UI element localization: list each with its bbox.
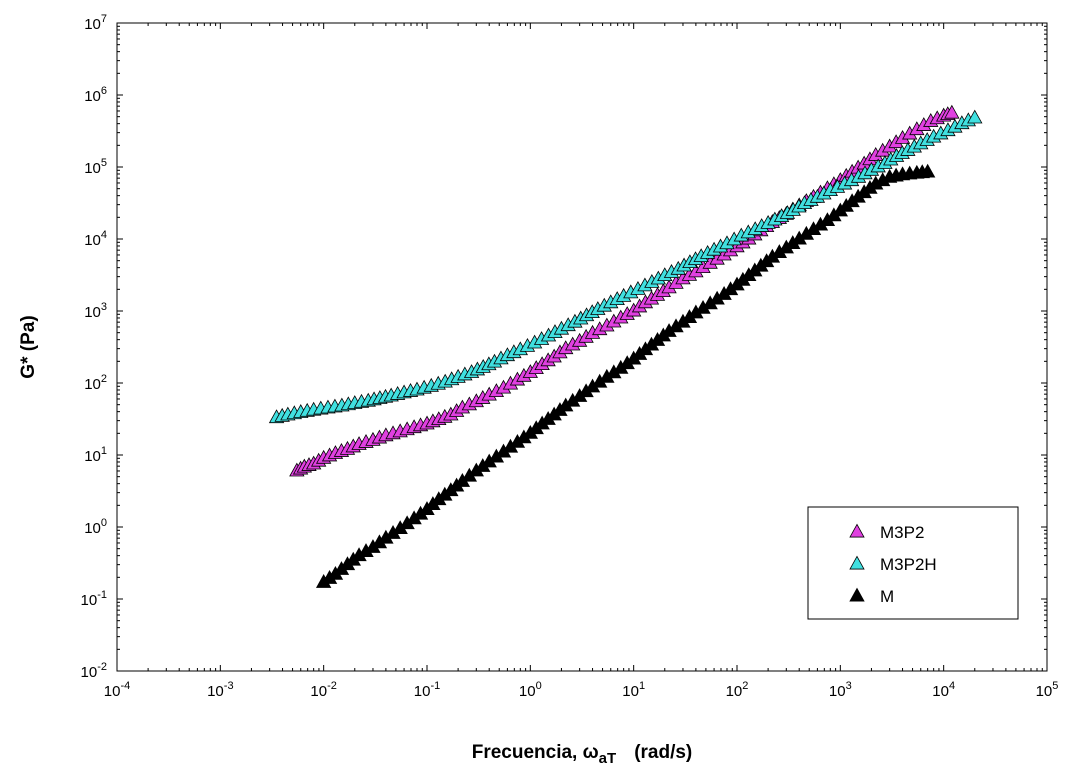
x-tick-label: 10-1 [414,680,440,700]
x-axis-subscript: aT [599,750,617,767]
x-tick-label: 100 [519,680,542,700]
data-points [268,104,983,588]
y-axis-title: G* (Pa) [18,315,39,378]
axis-ticks [116,22,1048,672]
x-tick-label: 102 [726,680,749,700]
x-tick-label: 101 [622,680,645,700]
data-point [944,104,960,119]
x-tick-label: 104 [932,680,955,700]
data-point [967,109,983,124]
legend-label-m3p2h: M3P2H [880,555,937,574]
x-axis-title: Frecuencia, ωaT (rad/s) [472,742,693,767]
legend-marker-m3p2 [849,523,865,538]
y-tick-label: 101 [84,445,107,465]
y-tick-label: 100 [84,517,107,537]
legend-label-m3p2: M3P2 [880,523,924,542]
data-point [919,163,936,178]
series-m3p2h [268,109,983,424]
x-tick-label: 10-4 [104,680,130,700]
y-tick-label: 107 [84,13,107,33]
series-m [315,163,936,588]
y-tick-labels: 10-2 10-1 100 101 102 103 104 105 106 107 [81,13,107,681]
legend-box [807,506,1019,620]
y-tick-label: 103 [84,301,107,321]
plot-frame [116,22,1048,672]
y-tick-label: 106 [84,85,107,105]
x-tick-label: 105 [1036,680,1059,700]
y-tick-label: 104 [84,229,107,249]
x-tick-label: 103 [829,680,852,700]
legend-label-m: M [880,587,894,606]
legend: M3P2 M3P2H M [807,506,1019,620]
x-tick-label: 10-2 [310,680,336,700]
x-axis-units: (rad/s) [634,742,692,763]
y-tick-label: 10-1 [81,589,107,609]
y-tick-label: 10-2 [81,661,107,681]
x-tick-label: 10-3 [207,680,233,700]
y-tick-label: 105 [84,157,107,177]
legend-marker-m [849,587,865,602]
legend-marker-m3p2h [849,555,865,570]
x-tick-labels: 10-4 10-3 10-2 10-1 100 101 102 103 104 105 [104,680,1059,700]
y-tick-label: 102 [84,373,107,393]
